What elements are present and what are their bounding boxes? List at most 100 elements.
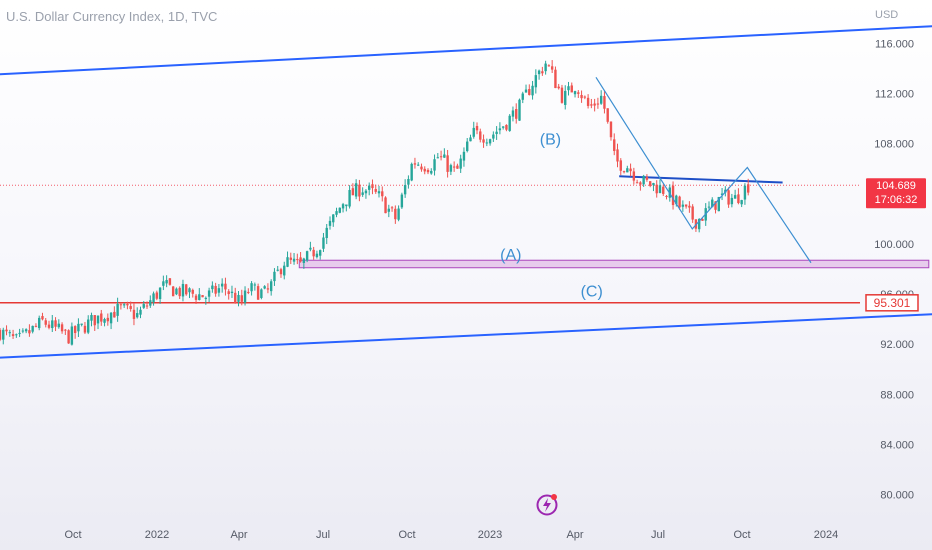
candle-body bbox=[152, 293, 155, 303]
candle-body bbox=[341, 204, 345, 209]
candle-body bbox=[11, 334, 15, 337]
candle-body bbox=[547, 65, 551, 67]
candle-body bbox=[185, 284, 188, 295]
target-zone bbox=[298, 259, 930, 269]
candle-body bbox=[626, 168, 629, 173]
candle-body bbox=[335, 211, 338, 215]
candle-body bbox=[243, 290, 247, 303]
candle-body bbox=[106, 317, 110, 322]
candle-body bbox=[488, 139, 492, 144]
candle-body bbox=[364, 190, 368, 194]
lightning-bolt-icon bbox=[543, 498, 551, 512]
candle-body bbox=[168, 278, 172, 285]
candle-body bbox=[217, 288, 221, 293]
candle-body bbox=[720, 193, 724, 195]
candle-body bbox=[495, 131, 498, 135]
candle-body bbox=[96, 315, 100, 324]
x-tick-label: Oct bbox=[398, 529, 415, 541]
notification-dot-icon bbox=[551, 494, 557, 500]
x-tick-label: 2022 bbox=[145, 529, 169, 541]
candle-body bbox=[613, 139, 616, 151]
candle-body bbox=[619, 160, 622, 171]
candle-body bbox=[24, 329, 28, 332]
candle-body bbox=[119, 304, 123, 306]
candle-body bbox=[204, 297, 208, 300]
candle-body bbox=[328, 220, 332, 226]
candle-body bbox=[688, 205, 691, 208]
candle-body bbox=[407, 178, 410, 185]
candle-body bbox=[188, 288, 191, 293]
candle-body bbox=[312, 249, 315, 257]
candle-body bbox=[390, 207, 394, 209]
candle-body bbox=[671, 185, 675, 206]
candle-body bbox=[77, 323, 80, 332]
candle-body bbox=[126, 303, 129, 306]
candle-body bbox=[462, 151, 466, 161]
candle-body bbox=[449, 165, 453, 172]
candle-body bbox=[2, 329, 5, 340]
x-tick-label: Jul bbox=[316, 529, 330, 541]
candle-body bbox=[292, 258, 296, 262]
candle-body bbox=[296, 259, 299, 261]
y-tick-label: 92.000 bbox=[880, 339, 914, 351]
candle-body bbox=[697, 219, 701, 230]
candle-body bbox=[420, 166, 423, 170]
candle-body bbox=[100, 313, 103, 322]
candle-body bbox=[139, 309, 142, 315]
candle-body bbox=[439, 156, 443, 158]
candle-body bbox=[191, 289, 194, 294]
candle-body bbox=[305, 251, 309, 261]
candle-body bbox=[475, 125, 479, 131]
candle-body bbox=[724, 189, 727, 193]
candle-body bbox=[639, 182, 642, 185]
candle-body bbox=[423, 168, 426, 172]
candle-body bbox=[47, 324, 51, 328]
price-axis[interactable]: 80.00084.00088.00092.00096.000100.000104… bbox=[874, 39, 914, 502]
candle-body bbox=[201, 295, 204, 298]
countdown-timer: 17:06:32 bbox=[875, 194, 918, 206]
candle-body bbox=[403, 185, 407, 195]
candle-body bbox=[8, 332, 12, 334]
candle-body bbox=[743, 185, 747, 200]
logo[interactable] bbox=[536, 494, 558, 516]
candle-body bbox=[358, 184, 361, 197]
y-tick-label: 100.000 bbox=[874, 239, 914, 251]
candle-body bbox=[283, 265, 286, 276]
candle-body bbox=[466, 141, 469, 152]
candle-body bbox=[83, 325, 87, 333]
candle-body bbox=[211, 285, 214, 290]
candle-body bbox=[361, 192, 364, 195]
candle-body bbox=[194, 295, 198, 300]
support-price-tag bbox=[865, 294, 919, 312]
currency-label: USD bbox=[875, 9, 899, 21]
candle-body bbox=[367, 185, 371, 190]
candle-body bbox=[309, 247, 312, 250]
candle-body bbox=[501, 126, 505, 128]
candle-body bbox=[57, 323, 61, 328]
candle-body bbox=[456, 165, 459, 169]
candle-body bbox=[34, 325, 38, 327]
candle-body bbox=[662, 186, 665, 194]
y-tick-label: 108.000 bbox=[874, 139, 914, 151]
time-axis[interactable]: Oct 2022 Apr Jul Oct 2023 Apr Jul Oct 2024 bbox=[64, 529, 838, 541]
candle-body bbox=[351, 188, 355, 196]
candle-body bbox=[472, 127, 475, 137]
candle-body bbox=[577, 92, 580, 94]
candle-body bbox=[426, 169, 430, 173]
candle-body bbox=[158, 287, 162, 300]
candle-body bbox=[276, 269, 279, 271]
candle-body bbox=[482, 139, 485, 143]
candle-body bbox=[711, 199, 714, 208]
candle-body bbox=[413, 163, 417, 165]
candle-body bbox=[740, 200, 743, 205]
candle-body bbox=[524, 89, 528, 93]
candle-body bbox=[178, 287, 181, 297]
candle-body bbox=[15, 334, 18, 336]
candle-body bbox=[64, 329, 67, 331]
candle-body bbox=[469, 137, 472, 142]
candle-body bbox=[586, 97, 590, 106]
last-price-tag bbox=[866, 178, 926, 209]
candle-body bbox=[652, 183, 655, 186]
